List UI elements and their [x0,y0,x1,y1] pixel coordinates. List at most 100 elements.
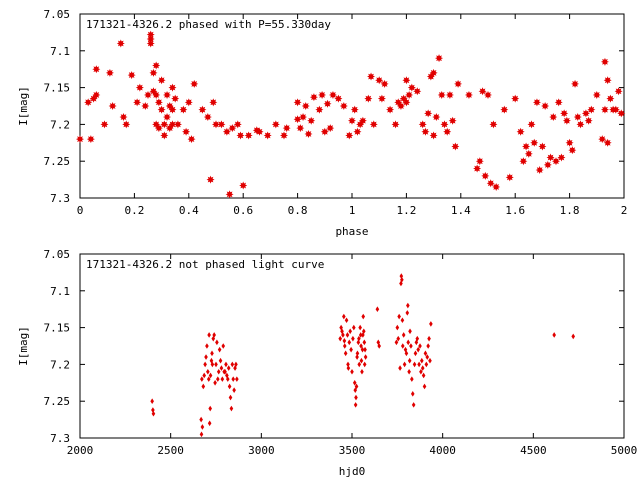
phased-data-point [532,98,541,107]
phased-data-point [603,138,612,147]
phased-data-point [584,116,593,125]
unphased-data-point [409,343,413,349]
unphased-data-point [199,431,204,438]
unphased-data-point [150,398,154,404]
phased-data-point [190,79,199,88]
phased-data-point [350,105,359,114]
phased-data-point [527,120,536,129]
phased-y-tick-label: 7.05 [44,8,71,21]
unphased-data-point [349,346,353,353]
phased-data-point [573,113,582,122]
phased-data-point [443,127,452,136]
unphased-data-point [208,372,213,379]
phased-data-point [334,94,343,103]
unphased-data-point [423,350,428,357]
phased-data-point [606,94,615,103]
phased-data-point [576,120,585,129]
unphased-data-point [362,361,367,368]
phased-data-point [236,131,245,140]
phased-data-point [448,116,457,125]
phased-data-point [157,105,166,114]
unphased-data-point [403,346,408,353]
phased-data-point [557,153,566,162]
phased-data-point [348,116,356,125]
unphased-y-axis-label: I[mag] [17,326,30,366]
phased-data-point [76,135,84,144]
phased-data-point [304,129,313,138]
unphased-data-point [338,335,343,342]
phased-data-point [154,98,163,107]
unphased-data-point [341,332,345,338]
phased-data-point [86,135,95,144]
phased-x-tick-label: 1.8 [560,204,580,217]
unphased-y-tick-label: 7.25 [44,395,71,408]
unphased-data-point [151,410,156,417]
phased-data-point [309,93,318,102]
phased-data-point [600,57,609,66]
phased-data-point [475,157,484,166]
phased-data-point [184,98,193,107]
phased-data-point [299,113,308,122]
unphased-data-point [221,343,226,349]
unphased-data-point [355,350,360,357]
unphased-data-point [398,365,402,371]
unphased-data-point [230,361,235,368]
unphased-data-point [342,338,347,344]
phased-data-point [339,102,348,110]
unphased-data-point [354,394,358,401]
unphased-light-curve-panel: 171321-4326.2 not phased light curve hjd… [17,248,637,478]
phased-data-point [263,131,272,140]
unphased-data-point [220,376,225,382]
phased-data-point [122,120,131,129]
unphased-data-point [399,280,403,287]
unphased-data-point [359,343,363,349]
phased-data-point [489,120,498,129]
unphased-data-point [394,339,399,346]
phased-data-point [105,68,114,77]
phased-data-point [375,76,384,85]
phased-data-point [435,54,444,63]
phased-data-point [445,90,454,99]
phased-x-tick-label: 1.6 [505,204,525,217]
unphased-data-point [417,361,421,368]
unphased-data-point [215,339,219,346]
phased-data-point [160,120,169,129]
phased-data-point [429,68,438,77]
phased-data-point [146,30,155,39]
phased-data-point [587,105,596,114]
phased-data-point [92,65,101,74]
phased-data-point [92,90,101,99]
phased-data-point [535,166,544,175]
unphased-data-point [400,317,405,324]
unphased-data-point [231,376,236,382]
unphased-data-point [395,324,400,331]
unphased-data-point [353,387,358,393]
phased-data-point [198,105,207,114]
phased-data-point [212,120,220,129]
unphased-data-point [405,310,410,316]
phased-data-point [505,173,514,182]
phased-data-point [432,113,441,122]
unphased-data-point [362,339,367,346]
phased-data-point [440,120,449,129]
phased-data-point [133,98,142,107]
phased-data-point [206,175,215,184]
unphased-data-point [399,273,404,279]
phased-data-point [546,153,555,162]
phased-data-point [149,68,158,77]
unphased-x-tick-label: 4500 [520,444,547,457]
unphased-data-point [357,361,362,368]
unphased-data-point [402,361,407,368]
phased-data-point [405,90,414,99]
phased-data-point [543,160,552,169]
phased-data-point [160,131,169,140]
phased-data-point [280,131,288,140]
unphased-data-point [407,368,411,375]
unphased-data-point [354,383,359,390]
phased-data-point [152,90,161,99]
phased-data-point [163,113,172,122]
phased-data-point [377,94,386,103]
unphased-data-point [199,416,203,423]
phased-data-point [127,71,136,80]
phased-data-point [603,76,612,85]
